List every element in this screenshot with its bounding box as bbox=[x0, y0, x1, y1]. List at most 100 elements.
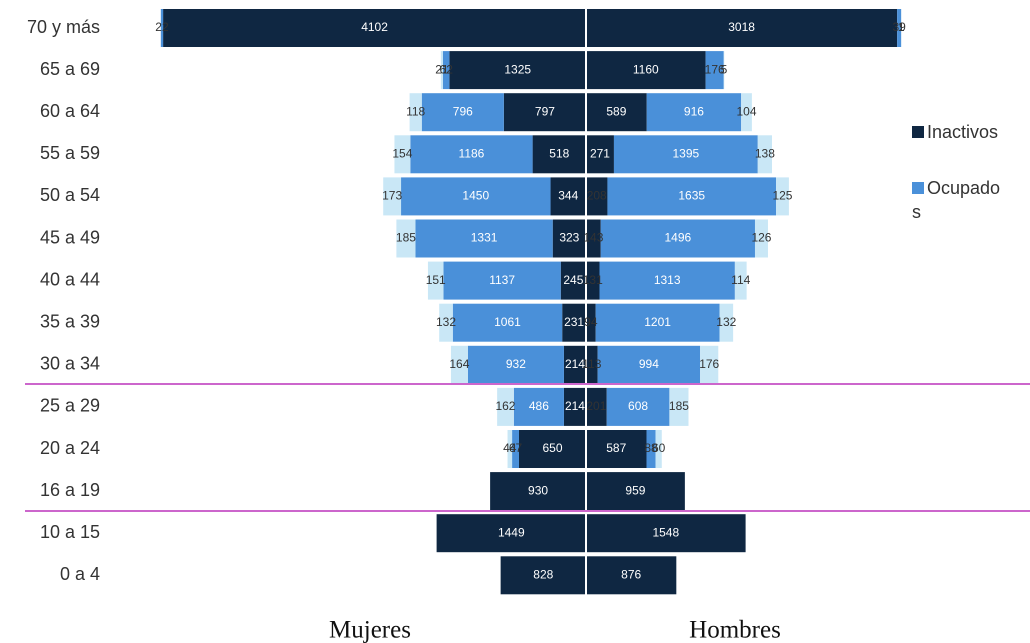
data-label: 1061 bbox=[494, 315, 521, 329]
bar-segment bbox=[897, 9, 902, 47]
bar-segment bbox=[586, 345, 598, 384]
bar-segment bbox=[443, 261, 561, 300]
bar-segment bbox=[427, 261, 444, 300]
side-label: Hombres bbox=[689, 617, 781, 643]
data-label: 1331 bbox=[471, 231, 498, 245]
data-label: 323 bbox=[559, 231, 579, 245]
data-label: 959 bbox=[625, 483, 645, 497]
data-label: 587 bbox=[606, 441, 626, 455]
data-label: 22 bbox=[155, 20, 169, 34]
data-label: 797 bbox=[535, 104, 555, 118]
y-tick-label: 40 a 44 bbox=[40, 269, 100, 289]
data-label: 1450 bbox=[462, 189, 489, 203]
bar-segment bbox=[586, 514, 746, 553]
data-label: 44 bbox=[503, 441, 517, 455]
legend-swatch bbox=[912, 182, 924, 194]
bar-segment bbox=[586, 261, 600, 300]
bar-segment bbox=[606, 387, 670, 426]
bar-segment bbox=[586, 387, 607, 426]
data-label: 114 bbox=[731, 273, 750, 287]
data-label: 214 bbox=[565, 399, 585, 413]
bar-segment bbox=[503, 93, 586, 132]
bar-segment bbox=[532, 135, 586, 174]
data-label: 486 bbox=[529, 399, 549, 413]
bar-segment bbox=[586, 51, 706, 90]
bar-segment bbox=[586, 219, 601, 258]
bar-segment bbox=[507, 430, 513, 468]
bar-segment bbox=[757, 135, 772, 174]
bar-segment bbox=[163, 9, 586, 47]
bar-segment bbox=[500, 556, 586, 595]
y-tick-label: 16 a 19 bbox=[40, 480, 100, 500]
bar-segment bbox=[586, 177, 608, 216]
data-label: 132 bbox=[716, 315, 736, 329]
bar-segment bbox=[550, 177, 586, 216]
data-label: 113 bbox=[582, 357, 601, 371]
data-label: 39 bbox=[892, 20, 906, 34]
data-label: 88 bbox=[644, 441, 658, 455]
data-label: 60 bbox=[652, 441, 666, 455]
bar-segment bbox=[436, 514, 586, 553]
legend-label: Inactivos bbox=[927, 122, 999, 142]
bar-segment bbox=[705, 51, 724, 90]
bar-segment bbox=[754, 219, 768, 258]
bar-segment bbox=[613, 135, 758, 174]
data-label: 131 bbox=[583, 273, 603, 287]
bar-segment bbox=[595, 303, 720, 342]
data-label: 1137 bbox=[489, 273, 515, 287]
data-label: 1548 bbox=[652, 525, 679, 539]
data-label: 201 bbox=[586, 399, 606, 413]
bar-segment bbox=[734, 261, 747, 300]
bar-segment bbox=[600, 219, 755, 258]
y-tick-label: 65 a 69 bbox=[40, 59, 100, 79]
bar-segment bbox=[513, 387, 564, 426]
legend-item: Inactivos bbox=[912, 120, 1002, 144]
y-tick-label: 10 a 15 bbox=[40, 522, 100, 542]
side-label: Mujeres bbox=[329, 617, 411, 643]
bar-segment bbox=[655, 430, 662, 468]
y-tick-label: 20 a 24 bbox=[40, 438, 100, 458]
bar-segment bbox=[401, 177, 551, 216]
bar-segment bbox=[560, 261, 586, 300]
data-label: 932 bbox=[506, 357, 526, 371]
data-label: 1395 bbox=[673, 146, 700, 160]
bar-segment bbox=[719, 303, 734, 342]
bar-segment bbox=[552, 219, 586, 258]
y-tick-label: 70 y más bbox=[27, 17, 100, 37]
bar-segment bbox=[512, 430, 519, 468]
data-label: 125 bbox=[772, 189, 792, 203]
bar-segment bbox=[518, 430, 586, 468]
data-label: 126 bbox=[751, 231, 771, 245]
data-label: 1186 bbox=[459, 146, 485, 160]
data-label: 214 bbox=[565, 357, 585, 371]
bar-segment bbox=[440, 51, 444, 90]
data-label: 650 bbox=[542, 441, 562, 455]
data-label: 1496 bbox=[665, 231, 692, 245]
bar-segment bbox=[497, 387, 514, 426]
bar-segment bbox=[409, 93, 422, 132]
bar-segment bbox=[723, 51, 725, 90]
data-label: 151 bbox=[426, 273, 446, 287]
data-label: 94 bbox=[584, 315, 598, 329]
bar-segment bbox=[586, 472, 685, 511]
bar-segment bbox=[563, 345, 586, 384]
bar-segment bbox=[421, 93, 504, 132]
data-label: 62 bbox=[440, 62, 454, 76]
data-label: 1325 bbox=[504, 62, 531, 76]
data-label: 176 bbox=[699, 357, 719, 371]
y-tick-label: 60 a 64 bbox=[40, 101, 100, 121]
data-label: 132 bbox=[436, 315, 456, 329]
bar-segment bbox=[562, 303, 586, 342]
y-tick-label: 0 a 4 bbox=[60, 564, 100, 584]
data-label: 118 bbox=[406, 104, 425, 118]
y-tick-label: 30 a 34 bbox=[40, 354, 100, 374]
data-label: 162 bbox=[495, 399, 515, 413]
bar-segment bbox=[599, 261, 735, 300]
bar-segment bbox=[450, 345, 468, 384]
bar-segment bbox=[452, 303, 563, 342]
data-label: 3018 bbox=[728, 20, 755, 34]
bar-segment bbox=[586, 430, 647, 468]
